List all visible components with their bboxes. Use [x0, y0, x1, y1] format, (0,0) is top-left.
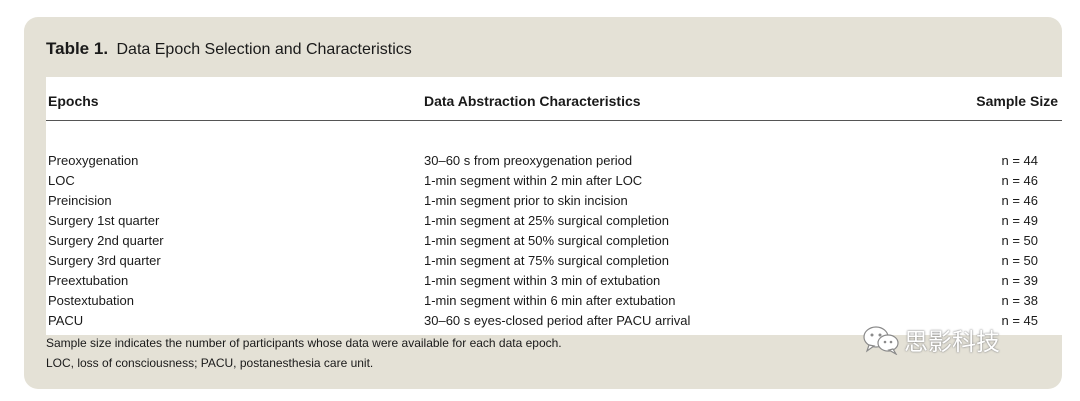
table-row: Preextubation 1-min segment within 3 min …	[46, 271, 1062, 291]
table-title: Table 1. Data Epoch Selection and Charac…	[46, 39, 412, 60]
cell-epoch: Preoxygenation	[48, 153, 139, 168]
cell-epoch: PACU	[48, 313, 84, 328]
cell-characteristics: 1-min segment at 25% surgical completion	[424, 213, 669, 228]
cell-sample-size: n = 39	[1001, 273, 1038, 288]
cell-epoch: Surgery 2nd quarter	[48, 233, 164, 248]
table-number: Table 1.	[46, 39, 109, 58]
table-row: Surgery 1st quarter 1-min segment at 25% …	[46, 211, 1062, 231]
table-row: Preoxygenation 30–60 s from preoxygenatio…	[46, 151, 1062, 171]
column-header-characteristics: Data Abstraction Characteristics	[424, 93, 641, 109]
wechat-icon	[863, 325, 899, 355]
cell-sample-size: n = 50	[1001, 233, 1038, 248]
watermark: 思影科技	[862, 322, 1000, 357]
cell-epoch: Postextubation	[48, 293, 135, 308]
cell-epoch: Preextubation	[48, 273, 129, 288]
column-header-sample-size: Sample Size	[976, 93, 1058, 109]
footnote-abbreviations: LOC, loss of consciousness; PACU, postan…	[46, 356, 374, 370]
table-notes: Sample size indicates the number of part…	[46, 333, 562, 373]
cell-characteristics: 30–60 s from preoxygenation period	[424, 153, 633, 168]
table-title-text: Data Epoch Selection and Characteristics	[116, 41, 412, 58]
table-row: LOC 1-min segment within 2 min after LOC n…	[46, 171, 1062, 191]
cell-characteristics: 30–60 s eyes-closed period after PACU ar…	[424, 313, 691, 328]
table-card: Table 1. Data Epoch Selection and Charac…	[24, 17, 1062, 389]
watermark-text: 思影科技	[904, 328, 1000, 356]
column-header-epochs: Epochs	[48, 93, 99, 109]
cell-characteristics: 1-min segment within 2 min after LOC	[424, 173, 643, 188]
footnote-sample-size: Sample size indicates the number of part…	[46, 336, 562, 350]
cell-characteristics: 1-min segment at 75% surgical completion	[424, 253, 669, 268]
cell-sample-size: n = 46	[1001, 173, 1038, 188]
header-divider	[46, 120, 1062, 121]
cell-sample-size: n = 50	[1001, 253, 1038, 268]
table-panel: Epochs Data Abstraction Characteristics …	[46, 77, 1062, 335]
cell-sample-size: n = 44	[1001, 153, 1038, 168]
table-body: Preoxygenation 30–60 s from preoxygenatio…	[46, 151, 1062, 331]
table-row: PACU 30–60 s eyes-closed period after PAC…	[46, 311, 1062, 331]
table-row: Surgery 2nd quarter 1-min segment at 50% …	[46, 231, 1062, 251]
cell-epoch: Surgery 3rd quarter	[48, 253, 161, 268]
table-row: Preincision 1-min segment prior to skin i…	[46, 191, 1062, 211]
cell-sample-size: n = 38	[1001, 293, 1038, 308]
cell-characteristics: 1-min segment within 6 min after extubat…	[424, 293, 676, 308]
cell-characteristics: 1-min segment at 50% surgical completion	[424, 233, 669, 248]
cell-sample-size: n = 45	[1001, 313, 1038, 328]
cell-epoch: Surgery 1st quarter	[48, 213, 160, 228]
cell-characteristics: 1-min segment prior to skin incision	[424, 193, 628, 208]
cell-sample-size: n = 49	[1001, 213, 1038, 228]
cell-sample-size: n = 46	[1001, 193, 1038, 208]
cell-epoch: LOC	[48, 173, 75, 188]
table-row: Postextubation 1-min segment within 6 min…	[46, 291, 1062, 311]
cell-epoch: Preincision	[48, 193, 112, 208]
table-row: Surgery 3rd quarter 1-min segment at 75% …	[46, 251, 1062, 271]
cell-characteristics: 1-min segment within 3 min of extubation	[424, 273, 661, 288]
table-header: Epochs Data Abstraction Characteristics …	[46, 93, 1062, 115]
